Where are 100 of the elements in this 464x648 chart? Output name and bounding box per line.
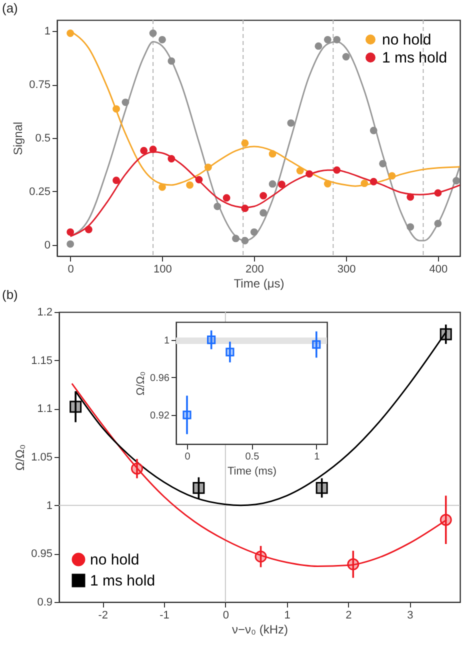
point [254, 550, 267, 563]
point [287, 119, 295, 127]
point [241, 204, 249, 212]
point [434, 220, 442, 228]
point [207, 336, 216, 344]
y-tick-label: 1.15 [31, 354, 52, 367]
point [122, 98, 130, 106]
x-tick-label: 3 [407, 610, 414, 622]
point [260, 209, 268, 217]
point [306, 170, 313, 178]
point [241, 236, 249, 244]
y-tick-label: 0.95 [31, 548, 52, 560]
point [370, 178, 378, 186]
legend-label: no hold [90, 552, 140, 568]
y-tick-label: 0.5 [35, 132, 50, 144]
y-axis-title: Signal [11, 122, 26, 156]
x-tick-label: 1 [284, 610, 290, 622]
point [186, 181, 194, 189]
point [296, 167, 304, 174]
point [268, 180, 276, 188]
x-tick-label: 300 [337, 264, 356, 276]
x-axis-title: Time (ms) [227, 466, 277, 478]
legend-label: 1 ms hold [90, 572, 156, 590]
point [149, 146, 157, 154]
point [130, 462, 143, 475]
x-tick-label: -1 [160, 610, 170, 622]
point [379, 160, 387, 168]
point [347, 558, 360, 570]
point [140, 146, 148, 154]
point [333, 166, 341, 174]
point [342, 53, 350, 60]
y-tick-label: 0.25 [29, 186, 50, 198]
y-tick-label: 0.92 [150, 410, 170, 422]
point [268, 150, 276, 158]
y-tick-label: 1 [46, 500, 52, 512]
point [324, 180, 332, 188]
y-tick-label: 0.96 [150, 372, 170, 384]
point [388, 172, 396, 180]
point [324, 36, 332, 44]
x-tick-label: 1 [314, 452, 320, 462]
point [158, 36, 166, 44]
point [250, 228, 258, 236]
point [278, 180, 286, 188]
point [182, 410, 192, 420]
legend-label: 1 ms hold [382, 50, 448, 66]
point [333, 36, 341, 44]
point [168, 57, 176, 65]
x-tick-label: 100 [154, 264, 172, 276]
point [406, 223, 414, 231]
legend-label: no hold [382, 32, 432, 48]
point [316, 482, 328, 494]
point [70, 400, 82, 413]
point [85, 226, 92, 234]
x-tick-label: -2 [98, 610, 108, 622]
point [112, 105, 120, 113]
y-tick-label: 1 [164, 335, 170, 346]
x-tick-label: 0 [222, 610, 229, 622]
point [406, 193, 414, 201]
chart-title: (a) [2, 0, 18, 16]
point [195, 176, 203, 184]
x-tick-label: 0 [68, 264, 74, 276]
y-tick-label: 1.1 [37, 403, 52, 416]
y-tick-label: 0.75 [29, 79, 50, 92]
point [370, 126, 378, 134]
x-axis-title: ν−ν₀ (kHz) [232, 622, 288, 636]
x-tick-label: 0 [184, 452, 191, 462]
point [440, 514, 452, 526]
x-tick-label: 2 [346, 610, 352, 622]
point [222, 194, 230, 202]
y-tick-label: 1.05 [31, 452, 52, 464]
point [314, 42, 322, 50]
point [204, 164, 212, 171]
y-tick-label: 0 [44, 239, 50, 252]
y-axis-title: Ω/Ω₀ [13, 444, 28, 471]
point [434, 189, 442, 197]
point [226, 348, 234, 356]
point [158, 183, 166, 191]
x-tick-label: 0.5 [245, 452, 260, 462]
point [360, 180, 368, 188]
y-tick-label: 1.2 [37, 306, 52, 318]
x-axis-title: Time (μs) [234, 276, 284, 290]
y-tick-label: 0.9 [37, 596, 52, 608]
point [214, 202, 222, 210]
point [168, 155, 176, 162]
point [66, 228, 74, 236]
point [452, 177, 460, 184]
point [241, 139, 249, 147]
y-tick-label: 1 [44, 26, 50, 38]
point [232, 234, 240, 242]
point [112, 176, 120, 184]
point [440, 328, 452, 340]
point [260, 192, 268, 200]
y-axis-title: Ω/Ω₀ [135, 371, 148, 396]
x-tick-label: 400 [429, 264, 448, 276]
point [66, 30, 74, 37]
point [149, 30, 157, 37]
point [312, 340, 321, 349]
point [66, 240, 74, 248]
x-tick-label: 200 [245, 264, 264, 276]
point [192, 482, 205, 494]
